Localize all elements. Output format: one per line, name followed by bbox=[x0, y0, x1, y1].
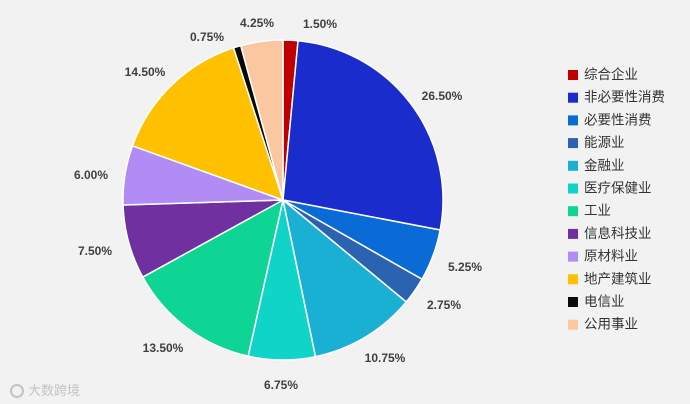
pie-slice-label-5: 10.75% bbox=[365, 351, 406, 365]
pie-slice-label-11: 0.75% bbox=[190, 30, 224, 44]
pie-slice-label-8: 7.50% bbox=[78, 244, 112, 258]
pie-slice-2 bbox=[282, 39, 444, 231]
pie-slice-label-2: 26.50% bbox=[422, 89, 463, 103]
pie-slice-label-3: 5.25% bbox=[448, 260, 482, 274]
legend-label-3: 必要性消费 bbox=[584, 112, 652, 128]
legend-swatch-8 bbox=[568, 228, 578, 239]
legend-label-9: 原材料业 bbox=[584, 249, 638, 265]
legend-label-7: 工业 bbox=[584, 203, 611, 219]
pie-slice-5 bbox=[281, 198, 408, 358]
legend-swatch-7 bbox=[568, 206, 578, 217]
legend-swatch-12 bbox=[568, 319, 578, 330]
pie-slice-label-12: 4.25% bbox=[240, 16, 274, 30]
legend-swatch-3 bbox=[568, 115, 578, 126]
watermark-text: 大数跨境 bbox=[28, 384, 81, 399]
pie-labels: 1.50% 26.50% 5.25% 2.75% 10.75% 6.75% 13.50% 7.… bbox=[74, 16, 482, 392]
pie-slice-label-4: 2.75% bbox=[427, 298, 461, 312]
pie-slice-label-6: 6.75% bbox=[264, 378, 298, 392]
pie-slice-label-7: 13.50% bbox=[143, 341, 184, 355]
legend: 综合企业非必要性消费必要性消费能源业金融业医疗保健业工业信息科技业原材料业地产建… bbox=[568, 66, 665, 333]
legend-label-2: 非必要性消费 bbox=[584, 90, 665, 106]
legend-label-5: 金融业 bbox=[584, 158, 625, 174]
legend-label-6: 医疗保健业 bbox=[584, 181, 652, 197]
legend-swatch-9 bbox=[568, 251, 578, 262]
legend-swatch-1 bbox=[568, 70, 578, 80]
legend-swatch-11 bbox=[568, 297, 578, 307]
legend-label-8: 信息科技业 bbox=[584, 225, 652, 242]
watermark-logo-icon bbox=[10, 384, 24, 398]
legend-swatch-5 bbox=[568, 160, 578, 171]
watermark: 大数跨境 bbox=[10, 380, 80, 399]
pie-slice-label-1: 1.50% bbox=[303, 17, 337, 31]
pie-slice-7 bbox=[141, 198, 285, 358]
legend-swatch-4 bbox=[568, 138, 578, 149]
legend-swatch-10 bbox=[568, 274, 578, 285]
pie-slice-label-9: 6.00% bbox=[74, 168, 108, 182]
legend-label-10: 地产建筑业 bbox=[584, 271, 652, 287]
legend-label-11: 电信业 bbox=[584, 294, 625, 310]
pie-slices bbox=[122, 39, 444, 361]
pie-slice-12 bbox=[239, 39, 284, 201]
legend-label-4: 能源业 bbox=[584, 135, 625, 151]
legend-swatch-2 bbox=[568, 92, 578, 103]
legend-label-12: 公用事业 bbox=[584, 317, 638, 333]
legend-label-1: 综合企业 bbox=[584, 66, 638, 83]
pie-slice-label-10: 14.50% bbox=[125, 65, 166, 79]
legend-swatch-6 bbox=[568, 183, 578, 194]
